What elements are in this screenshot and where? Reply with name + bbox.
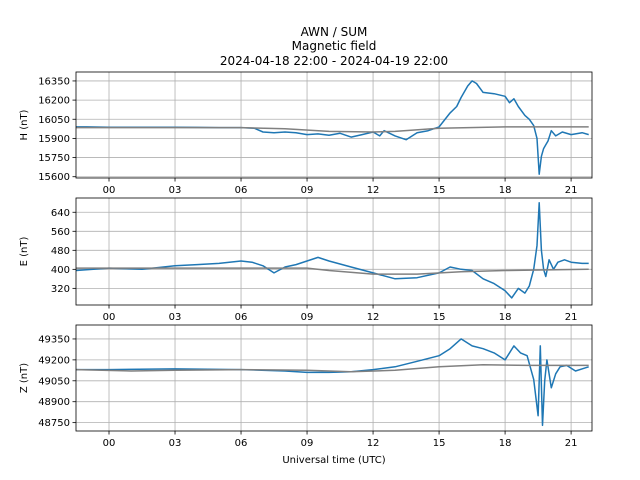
x-tick-label: 09 xyxy=(301,438,314,449)
x-tick-label: 06 xyxy=(235,185,248,196)
y-tick-label: 560 xyxy=(51,227,70,238)
y-tick-label: 16350 xyxy=(38,76,70,87)
y-tick-label: 15750 xyxy=(38,153,70,164)
y-tick-label: 16050 xyxy=(38,115,70,126)
y-tick-label: 16200 xyxy=(38,96,70,107)
y-tick-label: 15900 xyxy=(38,134,70,145)
x-tick-label: 15 xyxy=(433,312,446,323)
panel-2: 00 03 06 09 12 15 18 21 48750 48900 49050 49200 4935… xyxy=(19,324,593,449)
x-tick-label: 09 xyxy=(301,185,314,196)
y-axis-label: H (nT) xyxy=(19,109,30,140)
x-tick-label: 18 xyxy=(499,185,512,196)
x-tick-label: 18 xyxy=(499,312,512,323)
y-tick-label: 15600 xyxy=(38,172,70,183)
title-line-2: Magnetic field xyxy=(292,39,377,53)
x-tick-label: 03 xyxy=(169,312,182,323)
x-axis-label: Universal time (UTC) xyxy=(282,455,385,466)
axes-frame xyxy=(75,71,593,179)
panel-1: 00 03 06 09 12 15 18 21 320 400 480 560 640 E (nT) xyxy=(19,197,593,323)
y-axis-label: Z (nT) xyxy=(19,363,30,393)
x-tick-label: 12 xyxy=(367,438,380,449)
x-tick-label: 18 xyxy=(499,438,512,449)
series-data-line xyxy=(76,338,589,427)
y-tick-label: 49350 xyxy=(38,334,70,345)
x-tick-label: 00 xyxy=(103,185,116,196)
x-tick-label: 21 xyxy=(565,312,578,323)
x-tick-label: 06 xyxy=(235,438,248,449)
title-line-3: 2024-04-18 22:00 - 2024-04-19 22:00 xyxy=(220,54,448,68)
panel-0: 00 03 06 09 12 15 18 21 15600 15750 15900 16050 1620… xyxy=(19,71,593,196)
x-tick-label: 00 xyxy=(103,438,116,449)
x-tick-label: 12 xyxy=(367,312,380,323)
x-tick-label: 00 xyxy=(103,312,116,323)
x-tick-label: 15 xyxy=(433,185,446,196)
series-baseline-line xyxy=(76,126,589,133)
panels: 00 03 06 09 12 15 18 21 15600 15750 15900 16050 1620… xyxy=(19,71,593,449)
series-baseline-line xyxy=(75,364,589,373)
y-tick-label: 480 xyxy=(51,246,70,257)
y-tick-label: 49050 xyxy=(38,376,70,387)
series-baseline-line xyxy=(76,267,589,275)
title-line-1: AWN / SUM xyxy=(301,25,368,39)
series-data-line xyxy=(75,202,589,299)
x-tick-label: 09 xyxy=(301,312,314,323)
x-tick-label: 06 xyxy=(235,312,248,323)
y-tick-label: 400 xyxy=(51,265,70,276)
x-tick-label: 15 xyxy=(433,438,446,449)
x-tick-label: 21 xyxy=(565,185,578,196)
y-tick-label: 49200 xyxy=(38,355,70,366)
y-tick-label: 320 xyxy=(51,284,70,295)
y-axis-label: E (nT) xyxy=(19,237,30,267)
x-tick-label: 21 xyxy=(565,438,578,449)
y-tick-label: 640 xyxy=(51,208,70,219)
y-tick-label: 48750 xyxy=(38,418,70,429)
x-tick-label: 12 xyxy=(367,185,380,196)
x-tick-label: 03 xyxy=(169,438,182,449)
axes-frame xyxy=(75,324,593,432)
axes-frame xyxy=(75,197,593,306)
y-tick-label: 48900 xyxy=(38,397,70,408)
x-tick-label: 03 xyxy=(169,185,182,196)
